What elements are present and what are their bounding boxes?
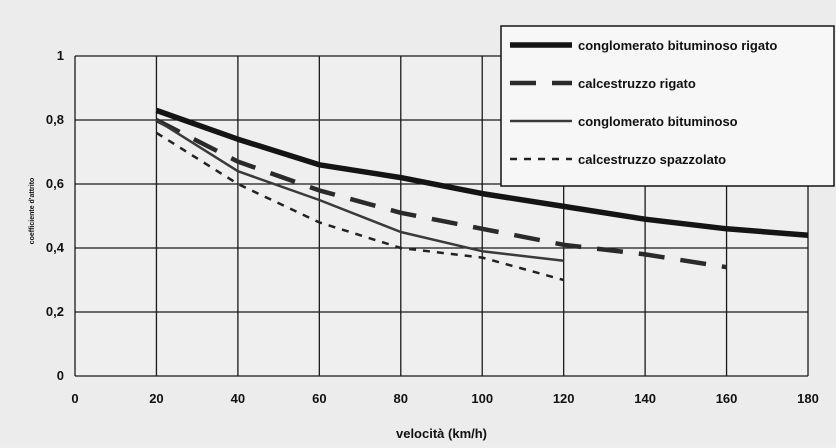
y-tick-label: 0,2	[46, 304, 64, 319]
x-tick-label: 140	[634, 391, 656, 406]
y-tick-label: 0,4	[46, 240, 65, 255]
x-tick-label: 120	[553, 391, 575, 406]
x-tick-label: 80	[394, 391, 408, 406]
x-tick-label: 0	[71, 391, 78, 406]
x-tick-label: 100	[471, 391, 493, 406]
y-axis-title: coefficiente d'attrito	[29, 178, 36, 245]
x-tick-label: 60	[312, 391, 326, 406]
x-tick-label: 40	[231, 391, 245, 406]
x-tick-label: 180	[797, 391, 819, 406]
x-tick-label: 20	[149, 391, 163, 406]
y-tick-label: 0	[57, 368, 64, 383]
y-tick-label: 0,6	[46, 176, 64, 191]
series-group	[155, 107, 809, 282]
legend-label: calcestruzzo rigato	[578, 76, 696, 91]
y-tick-label: 0,8	[46, 112, 64, 127]
series-line-4	[155, 131, 565, 282]
x-axis-title: velocità (km/h)	[396, 426, 487, 441]
tick-labels: 0 20 40 60 80 100 120 140 160 180 0 0,2 0,4 0,6 0,8 1	[46, 48, 819, 406]
series-line-1	[155, 107, 809, 238]
legend-label: calcestruzzo spazzolato	[578, 152, 726, 167]
series-line-3	[155, 118, 564, 263]
legend-label: conglomerato bituminoso	[578, 114, 738, 129]
legend-label: conglomerato bituminoso rigato	[578, 38, 777, 53]
series-line-2	[155, 117, 727, 270]
legend: conglomerato bituminoso rigato calcestruz…	[500, 25, 835, 187]
x-tick-label: 160	[716, 391, 738, 406]
y-tick-label: 1	[57, 48, 64, 63]
